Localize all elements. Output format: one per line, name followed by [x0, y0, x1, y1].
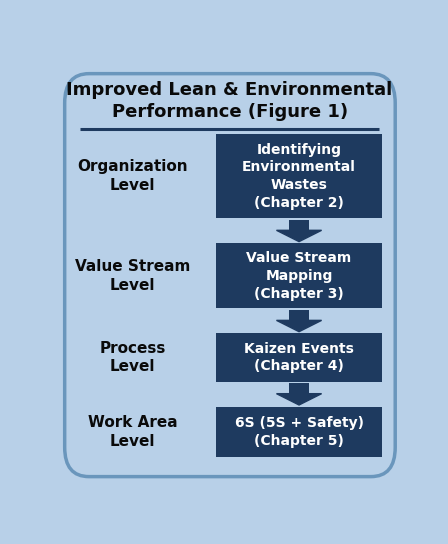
Bar	[289, 310, 310, 320]
Text: Identifying
Environmental
Wastes
(Chapter 2): Identifying Environmental Wastes (Chapte…	[242, 143, 356, 210]
FancyBboxPatch shape	[216, 333, 383, 381]
Text: 6S (5S + Safety)
(Chapter 5): 6S (5S + Safety) (Chapter 5)	[235, 416, 363, 448]
Text: Improved Lean & Environmental
Performance (Figure 1): Improved Lean & Environmental Performanc…	[66, 81, 393, 121]
Polygon shape	[276, 394, 322, 405]
FancyBboxPatch shape	[216, 243, 383, 308]
FancyBboxPatch shape	[216, 407, 383, 457]
Polygon shape	[276, 320, 322, 332]
Text: Organization
Level: Organization Level	[77, 159, 188, 193]
FancyBboxPatch shape	[216, 134, 383, 218]
Text: Kaizen Events
(Chapter 4): Kaizen Events (Chapter 4)	[244, 342, 354, 373]
FancyBboxPatch shape	[65, 73, 395, 477]
Bar	[289, 220, 310, 230]
Text: Work Area
Level: Work Area Level	[87, 415, 177, 449]
Text: Process
Level: Process Level	[99, 341, 166, 374]
Polygon shape	[276, 230, 322, 242]
Text: Value Stream
Level: Value Stream Level	[75, 259, 190, 293]
Text: Value Stream
Mapping
(Chapter 3): Value Stream Mapping (Chapter 3)	[246, 251, 352, 301]
Bar	[289, 383, 310, 394]
